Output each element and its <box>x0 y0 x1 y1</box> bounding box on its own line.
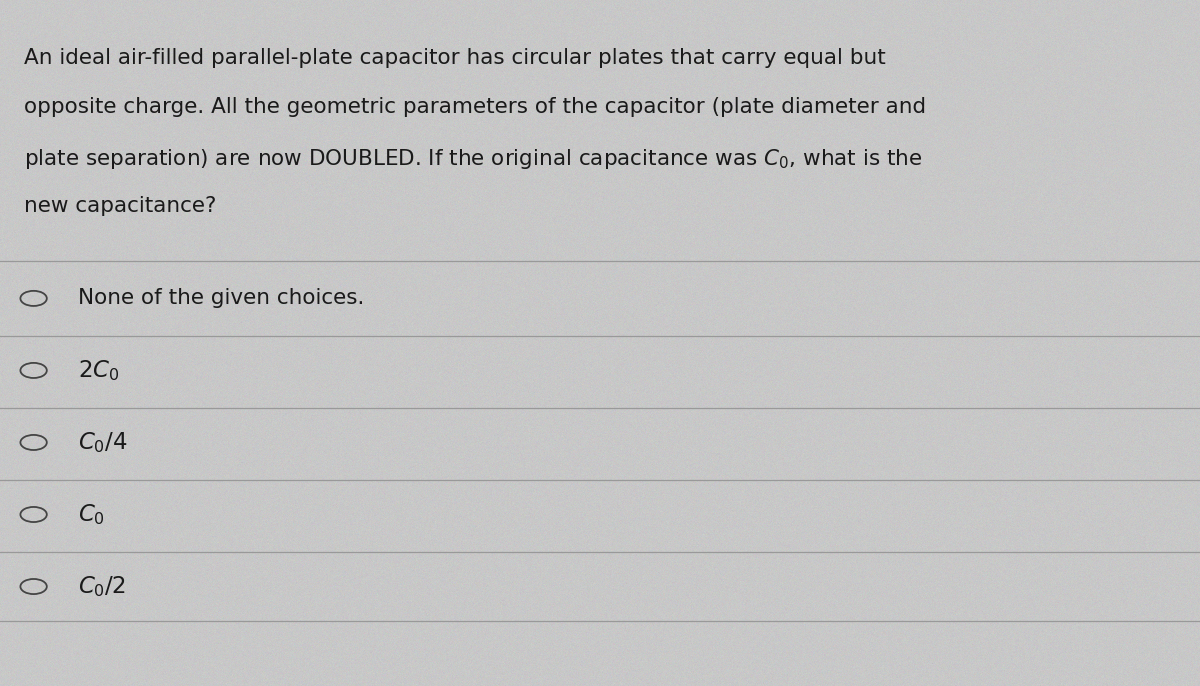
Text: $C_0/4$: $C_0/4$ <box>78 430 127 455</box>
Text: An ideal air-filled parallel-plate capacitor has circular plates that carry equa: An ideal air-filled parallel-plate capac… <box>24 48 886 68</box>
Text: $2C_0$: $2C_0$ <box>78 358 120 383</box>
Text: $C_0/2$: $C_0/2$ <box>78 574 126 599</box>
Text: None of the given choices.: None of the given choices. <box>78 288 365 309</box>
Text: $C_0$: $C_0$ <box>78 502 104 527</box>
Text: opposite charge. All the geometric parameters of the capacitor (plate diameter a: opposite charge. All the geometric param… <box>24 97 926 117</box>
Text: new capacitance?: new capacitance? <box>24 196 216 216</box>
Text: plate separation) are now DOUBLED. If the original capacitance was $C_0$, what i: plate separation) are now DOUBLED. If th… <box>24 147 922 171</box>
